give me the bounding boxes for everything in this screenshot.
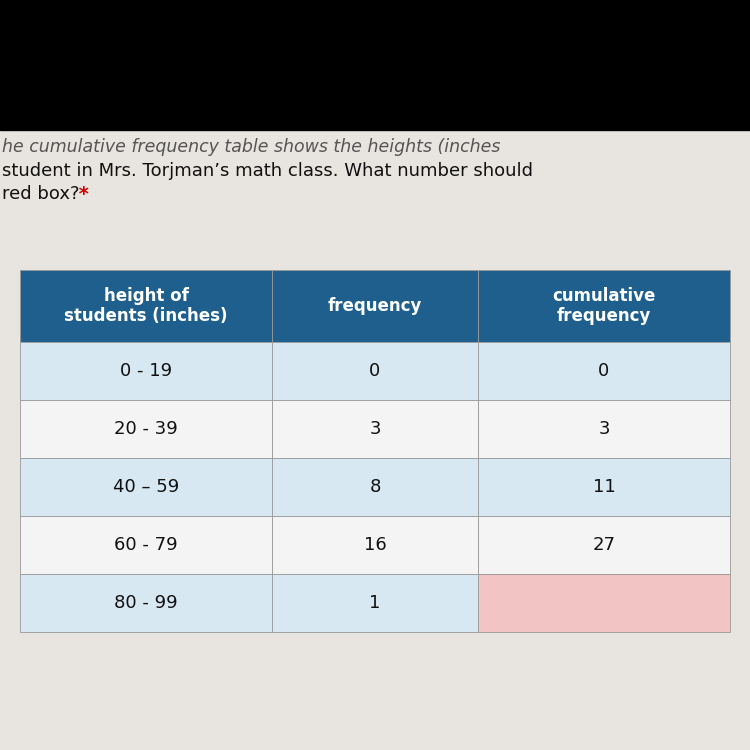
Bar (20, 516, 272, 574)
Bar (272, 458, 478, 516)
Text: height of
students (inches): height of students (inches) (64, 286, 228, 326)
Bar (20, 270, 272, 342)
Bar (20, 342, 272, 400)
Bar (478, 516, 730, 574)
Bar (20, 400, 272, 458)
Bar (478, 400, 730, 458)
Bar (20, 574, 272, 632)
Bar (478, 574, 730, 632)
Bar (478, 270, 730, 342)
Text: 8: 8 (369, 478, 381, 496)
Text: 0 - 19: 0 - 19 (120, 362, 172, 380)
Bar (272, 574, 478, 632)
Text: 3: 3 (598, 420, 610, 438)
Bar (272, 342, 478, 400)
Text: 1: 1 (369, 594, 381, 612)
Bar (272, 516, 478, 574)
Text: red box?: red box? (2, 185, 80, 203)
Bar (272, 400, 478, 458)
Text: 3: 3 (369, 420, 381, 438)
Bar (20, 458, 272, 516)
Text: 16: 16 (364, 536, 386, 554)
Text: frequency: frequency (328, 297, 422, 315)
Text: 20 - 39: 20 - 39 (114, 420, 178, 438)
Text: 27: 27 (592, 536, 616, 554)
Text: 80 - 99: 80 - 99 (114, 594, 178, 612)
Bar (478, 458, 730, 516)
Bar (478, 342, 730, 400)
Text: 0: 0 (369, 362, 380, 380)
Text: 0: 0 (598, 362, 610, 380)
Text: 40 – 59: 40 – 59 (113, 478, 179, 496)
Text: student in Mrs. Torjman’s math class. What number should: student in Mrs. Torjman’s math class. Wh… (2, 162, 533, 180)
Text: he cumulative frequency table shows the heights (inches: he cumulative frequency table shows the … (2, 138, 500, 156)
Text: cumulative
frequency: cumulative frequency (552, 286, 656, 326)
Bar (272, 270, 478, 342)
Bar (0, 0, 750, 130)
Text: *: * (72, 185, 88, 204)
Text: 11: 11 (592, 478, 615, 496)
Text: 60 - 79: 60 - 79 (114, 536, 178, 554)
